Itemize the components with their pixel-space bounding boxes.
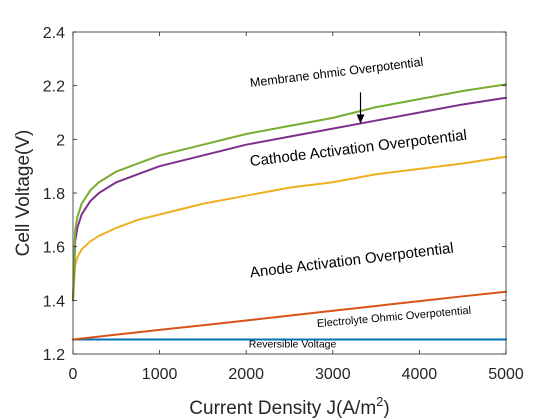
annotation-arrow-head (356, 114, 365, 124)
x-tick-label: 3000 (315, 366, 351, 383)
x-tick-label: 2000 (228, 366, 264, 383)
x-axis-label: Current Density J(A/m2) (189, 394, 389, 419)
series-layer (72, 83, 507, 341)
y-tick-label: 1.6 (43, 240, 65, 257)
y-tick-label: 2.4 (43, 25, 65, 42)
annotation-5: Reversible Voltage (249, 338, 337, 350)
series-line-5 (72, 83, 507, 302)
y-tick-label: 2.2 (43, 79, 65, 96)
x-tick-label: 5000 (488, 366, 524, 383)
y-tick-label: 1.8 (43, 186, 65, 203)
axes (72, 31, 507, 355)
y-tick-label: 1.4 (43, 293, 65, 310)
y-tick-label: 1.2 (43, 347, 65, 364)
x-tick-label: 1000 (142, 366, 178, 383)
x-tick-label: 4000 (402, 366, 438, 383)
y-axis-label: Cell Voltage(V) (13, 130, 34, 257)
x-tick-label: 0 (69, 366, 78, 383)
series-line-2 (72, 290, 507, 341)
y-tick-label: 2 (56, 132, 65, 149)
tick-labels: 0 1000 2000 3000 4000 5000 1.2 1.4 1.6 1.8 2 2.2 2.4 (43, 25, 524, 383)
series-line-4 (72, 96, 507, 302)
series-line-3 (72, 155, 507, 299)
